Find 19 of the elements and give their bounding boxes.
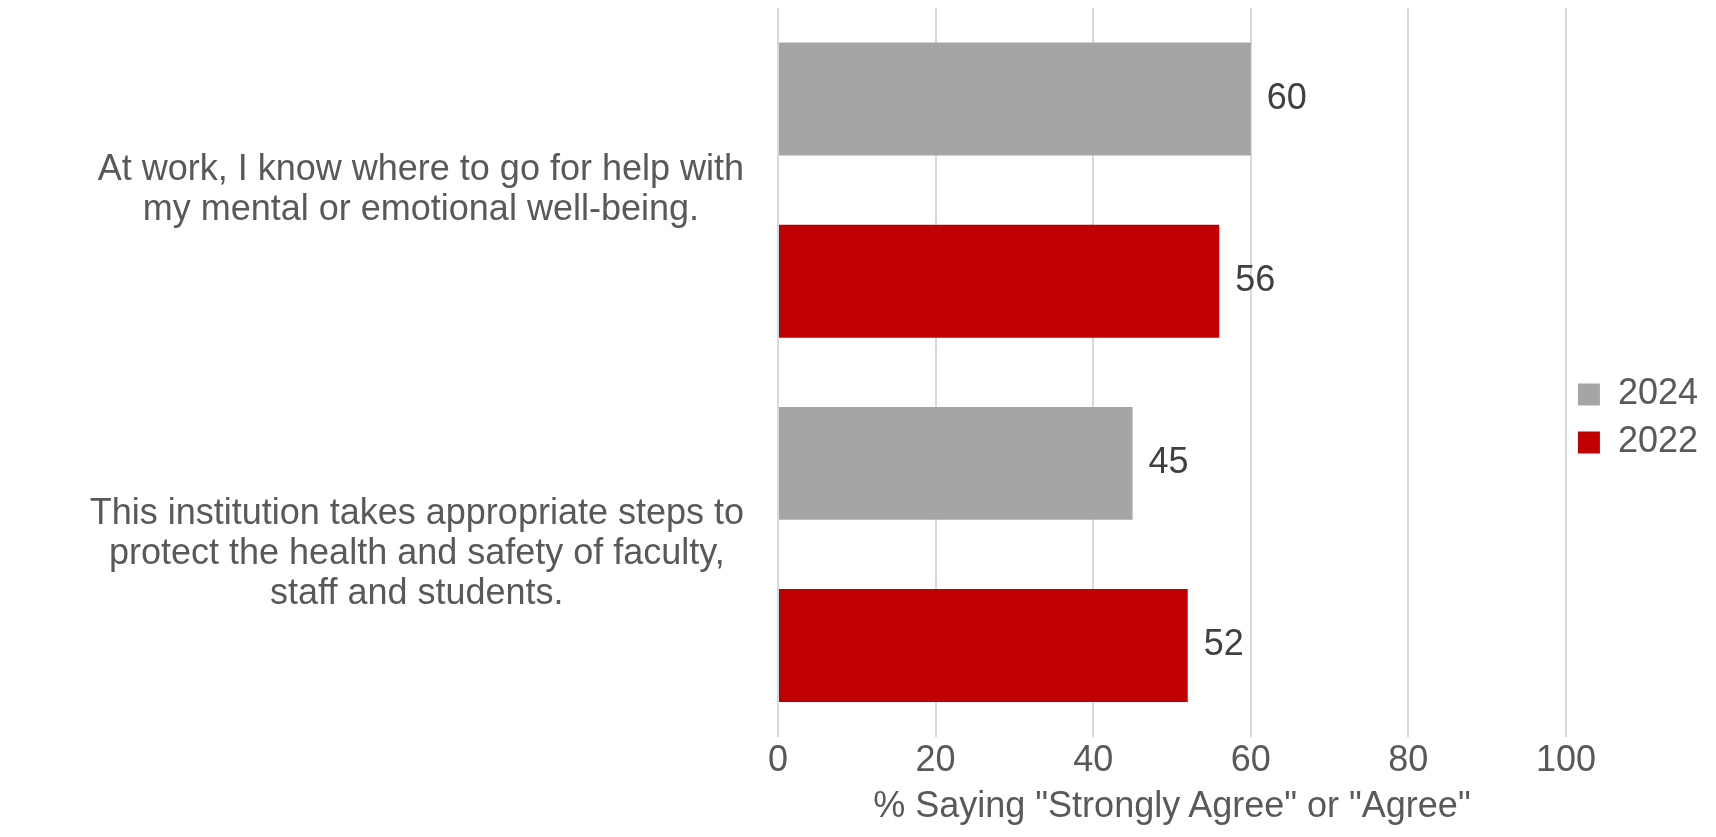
- data-label: 60: [1266, 76, 1307, 117]
- bar: [779, 42, 1251, 156]
- data-label: 45: [1148, 440, 1189, 482]
- x-tick-label: 40: [1073, 738, 1114, 780]
- x-tick-label: 0: [767, 738, 789, 780]
- bar: [779, 589, 1188, 702]
- x-tick-label: 20: [915, 738, 956, 780]
- x-tick-label: 100: [1535, 738, 1596, 780]
- legend-label: 2024: [1617, 371, 1699, 413]
- data-label: 52: [1203, 622, 1244, 664]
- y-tick-label: This institution takes appropriate steps to protect the health and safety of faculty, staff and students.: [89, 491, 745, 613]
- bar: [779, 406, 1133, 520]
- data-label: 56: [1235, 258, 1276, 300]
- legend-label: 2022: [1617, 419, 1699, 461]
- x-tick-label: 80: [1388, 738, 1429, 780]
- x-tick-label: 60: [1230, 738, 1271, 780]
- x-axis-title: % Saying "Strongly Agree" or "Agree": [873, 784, 1471, 826]
- bar: [779, 224, 1220, 338]
- y-tick-label: At work, I know where to go for help with my mental or emotional well-being.: [97, 147, 744, 229]
